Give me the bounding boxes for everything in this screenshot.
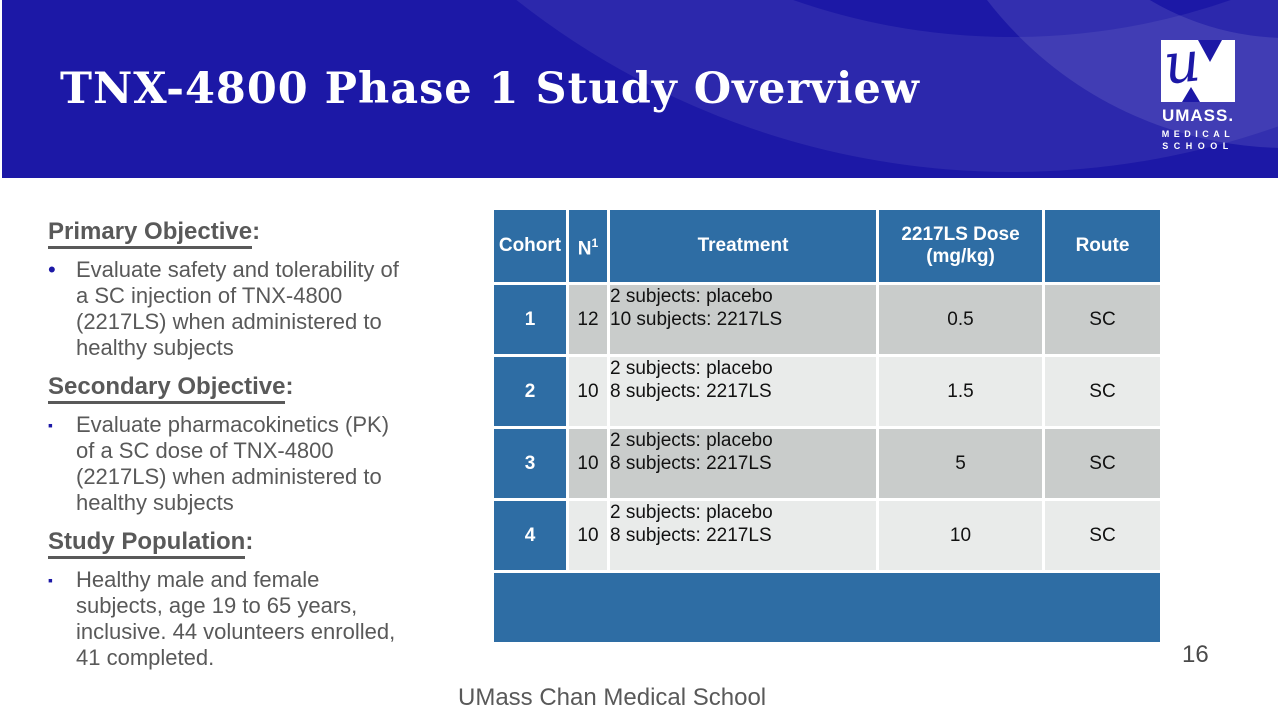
page-number: 16 [1182, 641, 1209, 668]
title-banner: TNX-4800 Phase 1 Study Overview u UMASS.… [2, 0, 1278, 178]
header-n: N1 [569, 210, 607, 282]
header-treatment: Treatment [610, 210, 876, 282]
header-route: Route [1045, 210, 1160, 282]
dose-cell: 0.5 [879, 285, 1042, 354]
monogram-script-u: u [1161, 40, 1204, 98]
monogram-legs-shape [1182, 87, 1200, 102]
route-cell: SC [1045, 285, 1160, 354]
table-row: 4 10 2 subjects: placebo 8 subjects: 221… [494, 501, 1160, 570]
monogram-notch-shape [1198, 40, 1222, 62]
header-cohort: Cohort [494, 210, 566, 282]
cohort-table: Cohort N1 Treatment 2217LS Dose (mg/kg) … [491, 207, 1163, 645]
table-row: 1 12 2 subjects: placebo 10 subjects: 22… [494, 285, 1160, 354]
route-cell: SC [1045, 429, 1160, 498]
footer-school-name: UMass Chan Medical School [458, 684, 767, 711]
list-item: • Evaluate safety and tolerability of a … [48, 257, 484, 361]
treatment-cell: 2 subjects: placebo 8 subjects: 2217LS [610, 501, 876, 570]
cohort-cell: 1 [494, 285, 566, 354]
dose-cell: 5 [879, 429, 1042, 498]
section-heading: Primary Objective: [48, 218, 484, 249]
table-header-row: Cohort N1 Treatment 2217LS Dose (mg/kg) … [494, 210, 1160, 282]
route-cell: SC [1045, 357, 1160, 426]
section-heading: Secondary Objective: [48, 373, 484, 404]
section-secondary-objective: Secondary Objective: ▪ Evaluate pharmaco… [48, 373, 484, 516]
square-bullet-icon: ▪ [48, 417, 53, 433]
slide-title: TNX-4800 Phase 1 Study Overview [60, 64, 920, 114]
disc-bullet-icon: • [48, 257, 56, 282]
n-cell: 10 [569, 429, 607, 498]
objectives-column: Primary Objective: • Evaluate safety and… [48, 218, 484, 675]
dose-cell: 1.5 [879, 357, 1042, 426]
logo-text-school: SCHOOL [1162, 141, 1234, 151]
cohort-cell: 4 [494, 501, 566, 570]
list-item: ▪ Healthy male and female subjects, age … [48, 567, 484, 671]
table-footer-bar [494, 573, 1160, 642]
table-row: 2 10 2 subjects: placebo 8 subjects: 221… [494, 357, 1160, 426]
umass-logo: u UMASS. MEDICAL SCHOOL [1150, 40, 1246, 151]
n-cell: 10 [569, 357, 607, 426]
footnote-marker: 1 [591, 235, 599, 250]
section-primary-objective: Primary Objective: • Evaluate safety and… [48, 218, 484, 361]
section-study-population: Study Population: ▪ Healthy male and fem… [48, 528, 484, 671]
list-item: ▪ Evaluate pharmacokinetics (PK) of a SC… [48, 412, 484, 516]
treatment-cell: 2 subjects: placebo 8 subjects: 2217LS [610, 429, 876, 498]
cohort-cell: 3 [494, 429, 566, 498]
section-heading: Study Population: [48, 528, 484, 559]
cohort-cell: 2 [494, 357, 566, 426]
route-cell: SC [1045, 501, 1160, 570]
treatment-cell: 2 subjects: placebo 10 subjects: 2217LS [610, 285, 876, 354]
list-item-text: Evaluate safety and tolerability of a SC… [76, 257, 399, 360]
table-footer-row [494, 573, 1160, 642]
n-cell: 10 [569, 501, 607, 570]
logo-text-umass: UMASS. [1161, 106, 1235, 125]
umass-monogram-icon: u [1161, 40, 1235, 102]
header-dose: 2217LS Dose (mg/kg) [879, 210, 1042, 282]
logo-text-medical: MEDICAL [1161, 129, 1235, 139]
list-item-text: Healthy male and female subjects, age 19… [76, 567, 396, 670]
table-row: 3 10 2 subjects: placebo 8 subjects: 221… [494, 429, 1160, 498]
n-cell: 12 [569, 285, 607, 354]
dose-cell: 10 [879, 501, 1042, 570]
square-bullet-icon: ▪ [48, 572, 53, 588]
list-item-text: Evaluate pharmacokinetics (PK) of a SC d… [76, 412, 390, 515]
treatment-cell: 2 subjects: placebo 8 subjects: 2217LS [610, 357, 876, 426]
